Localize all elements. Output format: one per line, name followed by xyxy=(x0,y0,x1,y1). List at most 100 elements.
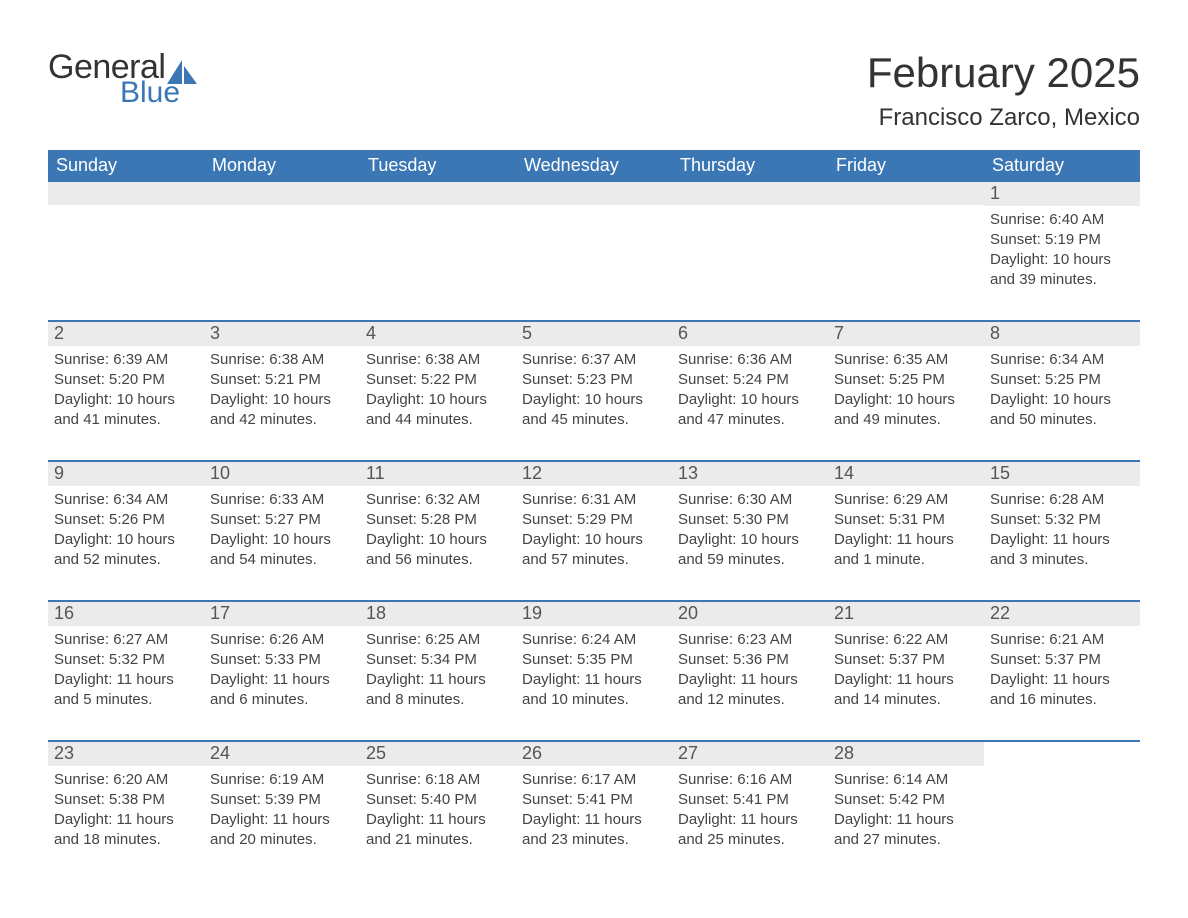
detail-line: Sunset: 5:29 PM xyxy=(522,510,666,530)
dow-cell: Saturday xyxy=(984,150,1140,182)
detail-line: Daylight: 10 hours xyxy=(366,390,510,410)
detail-line: Daylight: 11 hours xyxy=(678,670,822,690)
page-title: February 2025 xyxy=(867,50,1140,96)
calendar-cell xyxy=(48,182,204,310)
calendar-cell: 5Sunrise: 6:37 AMSunset: 5:23 PMDaylight… xyxy=(516,322,672,450)
day-detail: Sunrise: 6:26 AMSunset: 5:33 PMDaylight:… xyxy=(210,630,354,709)
calendar-cell: 10Sunrise: 6:33 AMSunset: 5:27 PMDayligh… xyxy=(204,462,360,590)
detail-line: Daylight: 11 hours xyxy=(990,530,1134,550)
detail-line: and 49 minutes. xyxy=(834,410,978,430)
calendar-cell: 16Sunrise: 6:27 AMSunset: 5:32 PMDayligh… xyxy=(48,602,204,730)
detail-line: Sunset: 5:24 PM xyxy=(678,370,822,390)
calendar-cell xyxy=(828,182,984,310)
detail-line: and 50 minutes. xyxy=(990,410,1134,430)
detail-line: Sunrise: 6:17 AM xyxy=(522,770,666,790)
detail-line: and 12 minutes. xyxy=(678,690,822,710)
detail-line: Daylight: 10 hours xyxy=(678,530,822,550)
calendar-cell: 20 Sunrise: 6:23 AMSunset: 5:36 PMDayligh… xyxy=(672,602,828,730)
detail-line: and 6 minutes. xyxy=(210,690,354,710)
day-detail: Sunrise: 6:16 AMSunset: 5:41 PMDaylight:… xyxy=(678,770,822,849)
day-number: 23 xyxy=(48,742,204,766)
detail-line: Sunrise: 6:38 AM xyxy=(366,350,510,370)
day-detail: Sunrise: 6:29 AMSunset: 5:31 PMDaylight:… xyxy=(834,490,978,569)
detail-line: and 54 minutes. xyxy=(210,550,354,570)
calendar-cell: 27Sunrise: 6:16 AMSunset: 5:41 PMDayligh… xyxy=(672,742,828,870)
day-number: 11 xyxy=(360,462,516,486)
detail-line: and 25 minutes. xyxy=(678,830,822,850)
day-number: 19 xyxy=(516,602,672,626)
detail-line: Sunrise: 6:32 AM xyxy=(366,490,510,510)
dow-cell: Wednesday xyxy=(516,150,672,182)
detail-line: Sunrise: 6:35 AM xyxy=(834,350,978,370)
detail-line: Daylight: 10 hours xyxy=(678,390,822,410)
detail-line: Sunset: 5:37 PM xyxy=(834,650,978,670)
day-number: 4 xyxy=(360,322,516,346)
detail-line: and 45 minutes. xyxy=(522,410,666,430)
detail-line: Sunset: 5:41 PM xyxy=(678,790,822,810)
detail-line: Sunrise: 6:37 AM xyxy=(522,350,666,370)
calendar-cell: 24Sunrise: 6:19 AMSunset: 5:39 PMDayligh… xyxy=(204,742,360,870)
detail-line: Sunrise: 6:36 AM xyxy=(678,350,822,370)
calendar-week: 9Sunrise: 6:34 AMSunset: 5:26 PMDaylight… xyxy=(48,460,1140,590)
detail-line: Sunset: 5:21 PM xyxy=(210,370,354,390)
detail-line: and 59 minutes. xyxy=(678,550,822,570)
detail-line: Daylight: 11 hours xyxy=(678,810,822,830)
detail-line: and 16 minutes. xyxy=(990,690,1134,710)
detail-line: Daylight: 11 hours xyxy=(834,670,978,690)
day-number: 17 xyxy=(204,602,360,626)
detail-line: Daylight: 11 hours xyxy=(834,810,978,830)
detail-line: Sunset: 5:28 PM xyxy=(366,510,510,530)
calendar-cell: 13Sunrise: 6:30 AMSunset: 5:30 PMDayligh… xyxy=(672,462,828,590)
detail-line: Sunrise: 6:20 AM xyxy=(54,770,198,790)
calendar-cell: 6Sunrise: 6:36 AMSunset: 5:24 PMDaylight… xyxy=(672,322,828,450)
detail-line: Sunrise: 6:38 AM xyxy=(210,350,354,370)
detail-line: and 39 minutes. xyxy=(990,270,1134,290)
logo: General Blue xyxy=(48,50,197,108)
detail-line: Sunrise: 6:28 AM xyxy=(990,490,1134,510)
detail-line: Sunset: 5:22 PM xyxy=(366,370,510,390)
day-of-week-header: SundayMondayTuesdayWednesdayThursdayFrid… xyxy=(48,150,1140,182)
day-number: 21 xyxy=(828,602,984,626)
detail-line: and 10 minutes. xyxy=(522,690,666,710)
detail-line: and 14 minutes. xyxy=(834,690,978,710)
day-detail: Sunrise: 6:20 AMSunset: 5:38 PMDaylight:… xyxy=(54,770,198,849)
day-number: 10 xyxy=(204,462,360,486)
day-detail: Sunrise: 6:38 AMSunset: 5:21 PMDaylight:… xyxy=(210,350,354,429)
day-number: 9 xyxy=(48,462,204,486)
day-detail: Sunrise: 6:27 AMSunset: 5:32 PMDaylight:… xyxy=(54,630,198,709)
calendar-cell: 2Sunrise: 6:39 AMSunset: 5:20 PMDaylight… xyxy=(48,322,204,450)
detail-line: Sunrise: 6:31 AM xyxy=(522,490,666,510)
detail-line: and 3 minutes. xyxy=(990,550,1134,570)
detail-line: Sunset: 5:23 PM xyxy=(522,370,666,390)
detail-line: Daylight: 10 hours xyxy=(210,390,354,410)
day-number: 24 xyxy=(204,742,360,766)
day-number: 7 xyxy=(828,322,984,346)
day-number xyxy=(672,182,828,205)
detail-line: Sunset: 5:19 PM xyxy=(990,230,1134,250)
detail-line: Sunrise: 6:39 AM xyxy=(54,350,198,370)
calendar-cell xyxy=(516,182,672,310)
calendar-cell: 11Sunrise: 6:32 AMSunset: 5:28 PMDayligh… xyxy=(360,462,516,590)
detail-line: Daylight: 10 hours xyxy=(522,530,666,550)
header: General Blue February 2025 Francisco Zar… xyxy=(48,50,1140,132)
day-detail: Sunrise: 6:22 AMSunset: 5:37 PMDaylight:… xyxy=(834,630,978,709)
day-number: 20 xyxy=(672,602,828,626)
day-detail: Sunrise: 6:25 AMSunset: 5:34 PMDaylight:… xyxy=(366,630,510,709)
calendar-cell: 23 Sunrise: 6:20 AMSunset: 5:38 PMDayligh… xyxy=(48,742,204,870)
calendar-cell: 28Sunrise: 6:14 AMSunset: 5:42 PMDayligh… xyxy=(828,742,984,870)
detail-line: Sunrise: 6:29 AM xyxy=(834,490,978,510)
calendar-cell xyxy=(672,182,828,310)
detail-line: and 5 minutes. xyxy=(54,690,198,710)
detail-line: Daylight: 10 hours xyxy=(54,530,198,550)
detail-line: Daylight: 11 hours xyxy=(54,670,198,690)
day-detail: Sunrise: 6:23 AMSunset: 5:36 PMDaylight:… xyxy=(678,630,822,709)
day-number xyxy=(360,182,516,205)
detail-line: Daylight: 10 hours xyxy=(54,390,198,410)
day-detail: Sunrise: 6:28 AMSunset: 5:32 PMDaylight:… xyxy=(990,490,1134,569)
detail-line: Daylight: 10 hours xyxy=(210,530,354,550)
detail-line: and 42 minutes. xyxy=(210,410,354,430)
day-number: 18 xyxy=(360,602,516,626)
day-detail: Sunrise: 6:40 AMSunset: 5:19 PMDaylight:… xyxy=(990,210,1134,289)
detail-line: Sunset: 5:30 PM xyxy=(678,510,822,530)
calendar-cell: 1Sunrise: 6:40 AMSunset: 5:19 PMDaylight… xyxy=(984,182,1140,310)
